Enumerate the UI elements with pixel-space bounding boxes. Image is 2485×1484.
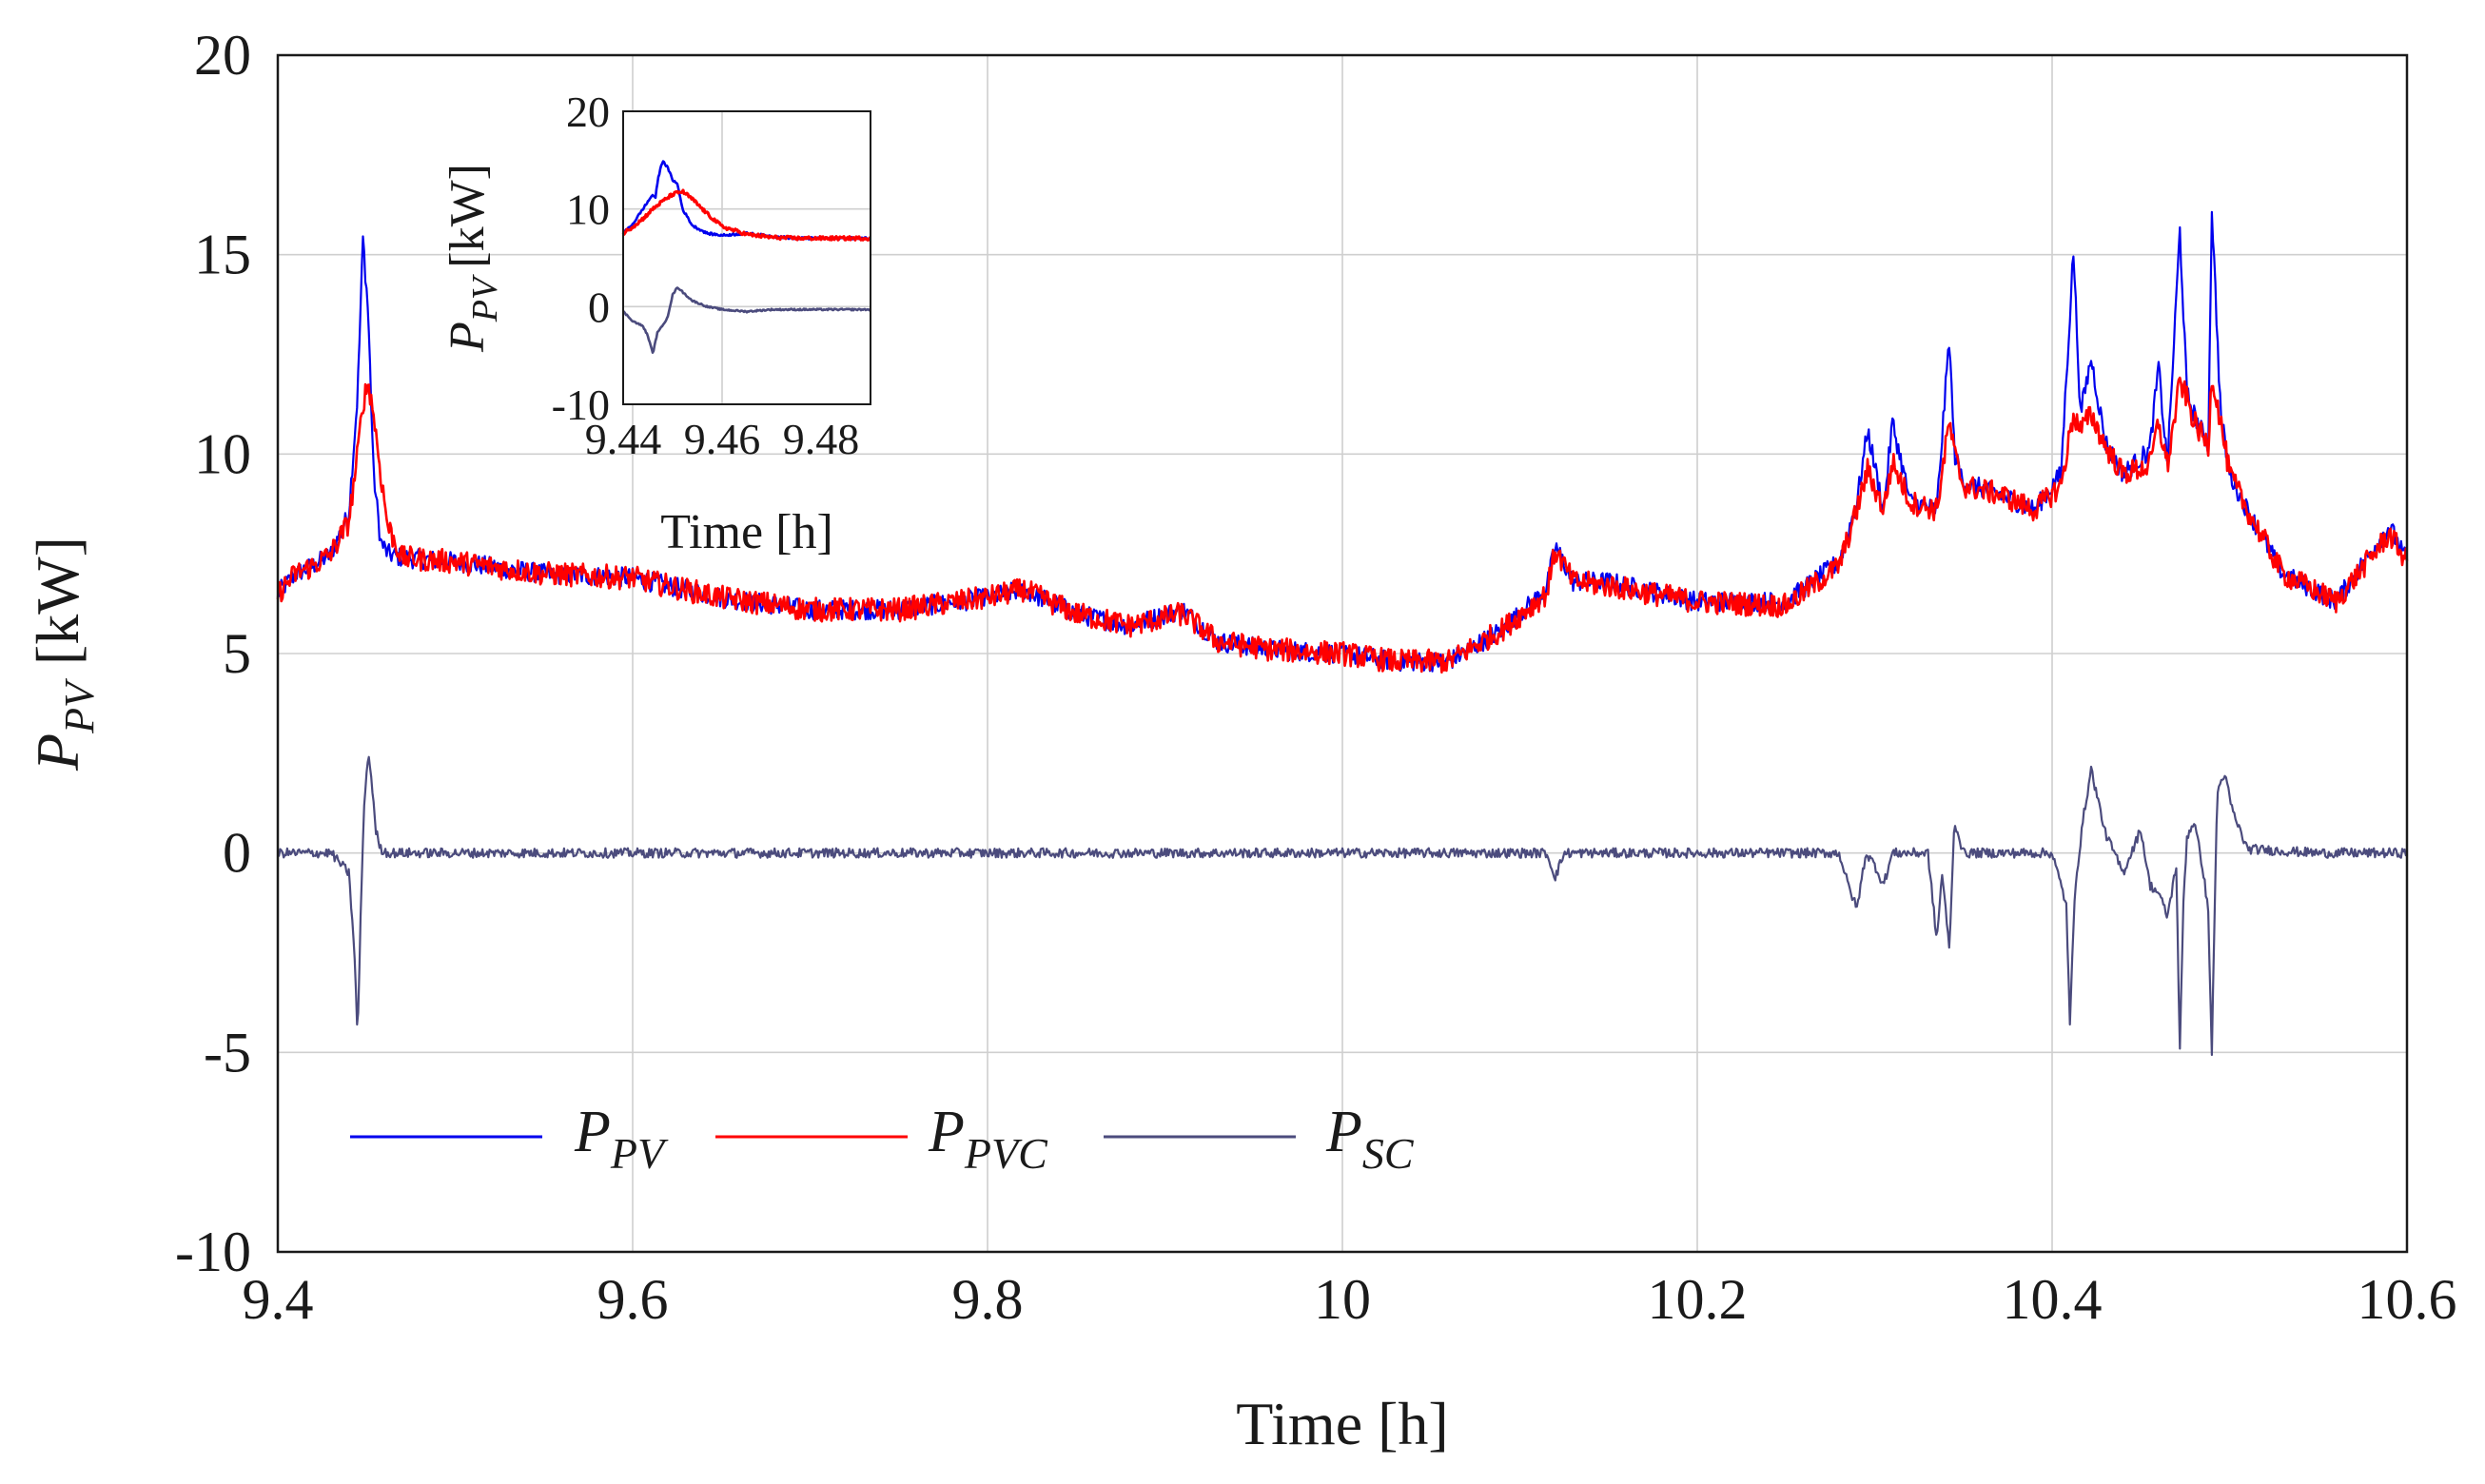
inset-series-group xyxy=(621,160,872,354)
inset-y-axis-title-sub: PV xyxy=(465,274,505,322)
main-x-tick-label: 10.4 xyxy=(2003,1268,2103,1331)
main-y-axis-title: PPV [kW] xyxy=(24,537,103,771)
inset-y-tick-label: -10 xyxy=(552,381,610,429)
inset-series-p-pvc xyxy=(621,188,871,242)
main-y-axis-title-sub: PV xyxy=(56,677,103,734)
inset-y-tick-label: 20 xyxy=(566,88,610,136)
main-y-tick-label: -10 xyxy=(175,1220,251,1283)
main-x-tick-labels: 9.4 9.6 9.8 10 10.2 10.4 10.6 xyxy=(243,1268,2457,1331)
main-x-tick-label: 10.2 xyxy=(1648,1268,1748,1331)
inset-y-tick-labels: -10 0 10 20 xyxy=(552,88,610,429)
inset-x-tick-labels: 9.44 9.46 9.48 xyxy=(585,415,860,463)
legend-label-ppv: PPV xyxy=(574,1100,669,1178)
inset-y-tick-label: 0 xyxy=(588,283,610,331)
main-x-tick-label: 10 xyxy=(1314,1268,1371,1331)
inset-y-axis-title: PPV [kW] xyxy=(440,164,505,353)
main-x-tick-label: 9.8 xyxy=(952,1268,1024,1331)
legend-label-psc: PSC xyxy=(1325,1100,1415,1178)
inset-x-tick-label: 9.44 xyxy=(585,415,662,463)
inset-y-axis-title-unit: [kW] xyxy=(440,164,495,268)
legend-label-ppvc: PPVC xyxy=(928,1100,1048,1178)
main-y-axis-title-main: P xyxy=(24,733,91,771)
main-y-tick-label: 10 xyxy=(194,422,251,485)
main-plot: 9.4 9.6 9.8 10 10.2 10.4 10.6 -10 -5 0 5 10 15 20 Ti… xyxy=(24,24,2457,1457)
inset-plot-frame xyxy=(622,110,871,405)
main-series-group xyxy=(276,210,2409,1057)
main-plot-frame xyxy=(276,53,2409,1254)
main-series-p-sc xyxy=(277,755,2409,1057)
main-y-axis-title-unit: [kW] xyxy=(24,537,91,665)
inset-y-tick-label: 10 xyxy=(566,186,610,234)
inset-grid xyxy=(623,111,871,404)
main-series-p-pvc xyxy=(276,376,2409,674)
main-y-tick-labels: -10 -5 0 5 10 15 20 xyxy=(175,24,251,1283)
main-x-tick-label: 9.6 xyxy=(597,1268,669,1331)
main-y-tick-label: 5 xyxy=(223,622,251,685)
inset-plot-area xyxy=(623,111,871,404)
main-x-tick-label: 10.6 xyxy=(2358,1268,2457,1331)
main-y-tick-label: -5 xyxy=(204,1021,251,1084)
inset-series-p-sc xyxy=(622,286,872,354)
main-x-tick-label: 9.4 xyxy=(243,1268,314,1331)
main-x-axis-title: Time [h] xyxy=(1236,1390,1448,1457)
inset-plot: 9.44 9.46 9.48 -10 0 10 20 Time [h] PPV [kW] xyxy=(440,88,872,559)
inset-x-tick-label: 9.46 xyxy=(684,415,761,463)
main-y-tick-label: 20 xyxy=(194,24,251,87)
inset-x-axis-title: Time [h] xyxy=(660,505,833,559)
inset-x-tick-label: 9.48 xyxy=(783,415,860,463)
legend: PPV PPVC PSC xyxy=(350,1100,1415,1178)
main-y-tick-label: 0 xyxy=(223,822,251,885)
main-y-tick-label: 15 xyxy=(194,224,251,286)
inset-y-axis-title-main: P xyxy=(440,322,495,353)
